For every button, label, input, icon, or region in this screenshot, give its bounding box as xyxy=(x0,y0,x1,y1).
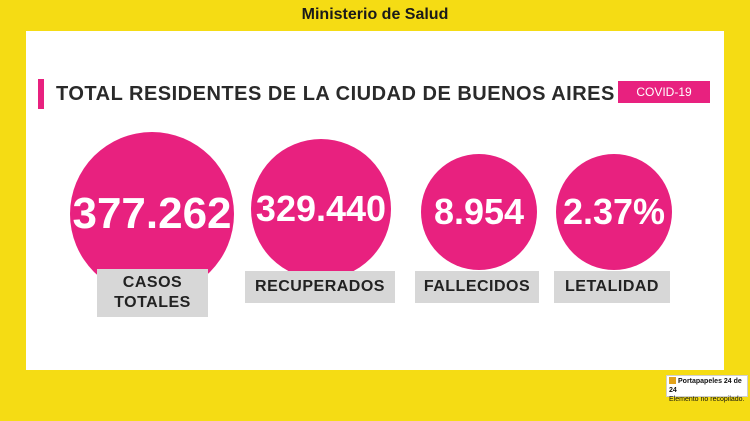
stat-label-line2: TOTALES xyxy=(114,294,191,311)
covid-badge: COVID-19 xyxy=(618,81,710,103)
content-card: TOTAL RESIDENTES DE LA CIUDAD DE BUENOS … xyxy=(26,31,724,370)
clipboard-icon xyxy=(669,377,676,384)
stat-circle-casos-totales: 377.262 xyxy=(70,132,234,296)
stat-label-fallecidos: FALLECIDOS xyxy=(415,271,539,303)
clipboard-notification[interactable]: Portapapeles 24 de 24 Elemento no recopi… xyxy=(666,375,748,403)
main-title: TOTAL RESIDENTES DE LA CIUDAD DE BUENOS … xyxy=(56,83,615,105)
title-accent-bar xyxy=(38,79,44,109)
header-title: Ministerio de Salud xyxy=(301,6,449,23)
stat-label-letalidad: LETALIDAD xyxy=(554,271,670,303)
stat-label-casos-totales: CASOS TOTALES xyxy=(97,269,208,317)
stat-circle-recuperados: 329.440 xyxy=(251,139,391,279)
stat-circle-fallecidos: 8.954 xyxy=(421,154,537,270)
clipboard-subtitle: Elemento no recopilado. xyxy=(669,396,745,403)
clipboard-title: Portapapeles 24 de 24 xyxy=(669,378,742,394)
stat-circle-letalidad: 2.37% xyxy=(556,154,672,270)
stat-label-recuperados: RECUPERADOS xyxy=(245,271,395,303)
stat-label-line1: CASOS xyxy=(122,274,183,291)
